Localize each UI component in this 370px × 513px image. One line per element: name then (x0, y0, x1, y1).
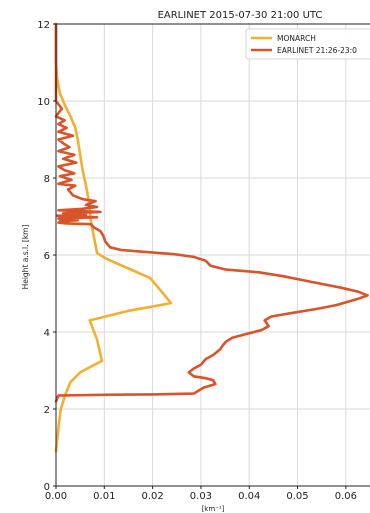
series-lines (54, 22, 369, 453)
legend-label: EARLINET 21:26-23:0 (277, 46, 357, 55)
x-tick-label: 0.02 (141, 491, 163, 502)
x-tick-label: 0.01 (93, 491, 115, 502)
tick-labels: 0.00 0.01 0.02 0.03 0.04 0.05 0.06 0 2 4 6 8 10 12 (37, 20, 357, 502)
legend: MONARCH EARLINET 21:26-23:0 (245, 28, 370, 60)
grid (55, 23, 370, 487)
series-line-monarch (54, 22, 173, 453)
y-tick-label: 0 (44, 482, 50, 493)
y-tick-label: 4 (44, 328, 50, 339)
y-tick-label: 2 (44, 405, 50, 416)
y-tick-label: 8 (44, 174, 50, 185)
axes (53, 23, 370, 489)
x-tick-label: 0.06 (335, 491, 357, 502)
x-tick-label: 0.03 (190, 491, 212, 502)
y-tick-label: 10 (37, 97, 50, 108)
y-tick-label: 6 (44, 251, 50, 262)
y-tick-label: 12 (37, 20, 50, 31)
x-tick-label: 0.05 (286, 491, 308, 502)
chart-title: EARLINET 2015-07-30 21:00 UTC (158, 10, 323, 21)
x-tick-label: 0.04 (238, 491, 260, 502)
y-axis-label: Height a.s.l. [km] (21, 225, 30, 290)
x-tick-label: 0.00 (45, 491, 67, 502)
series-line-earlinet (54, 22, 369, 403)
legend-label: MONARCH (277, 34, 316, 43)
x-axis-label: [km⁻¹] (202, 505, 225, 513)
legend-box (245, 28, 370, 60)
